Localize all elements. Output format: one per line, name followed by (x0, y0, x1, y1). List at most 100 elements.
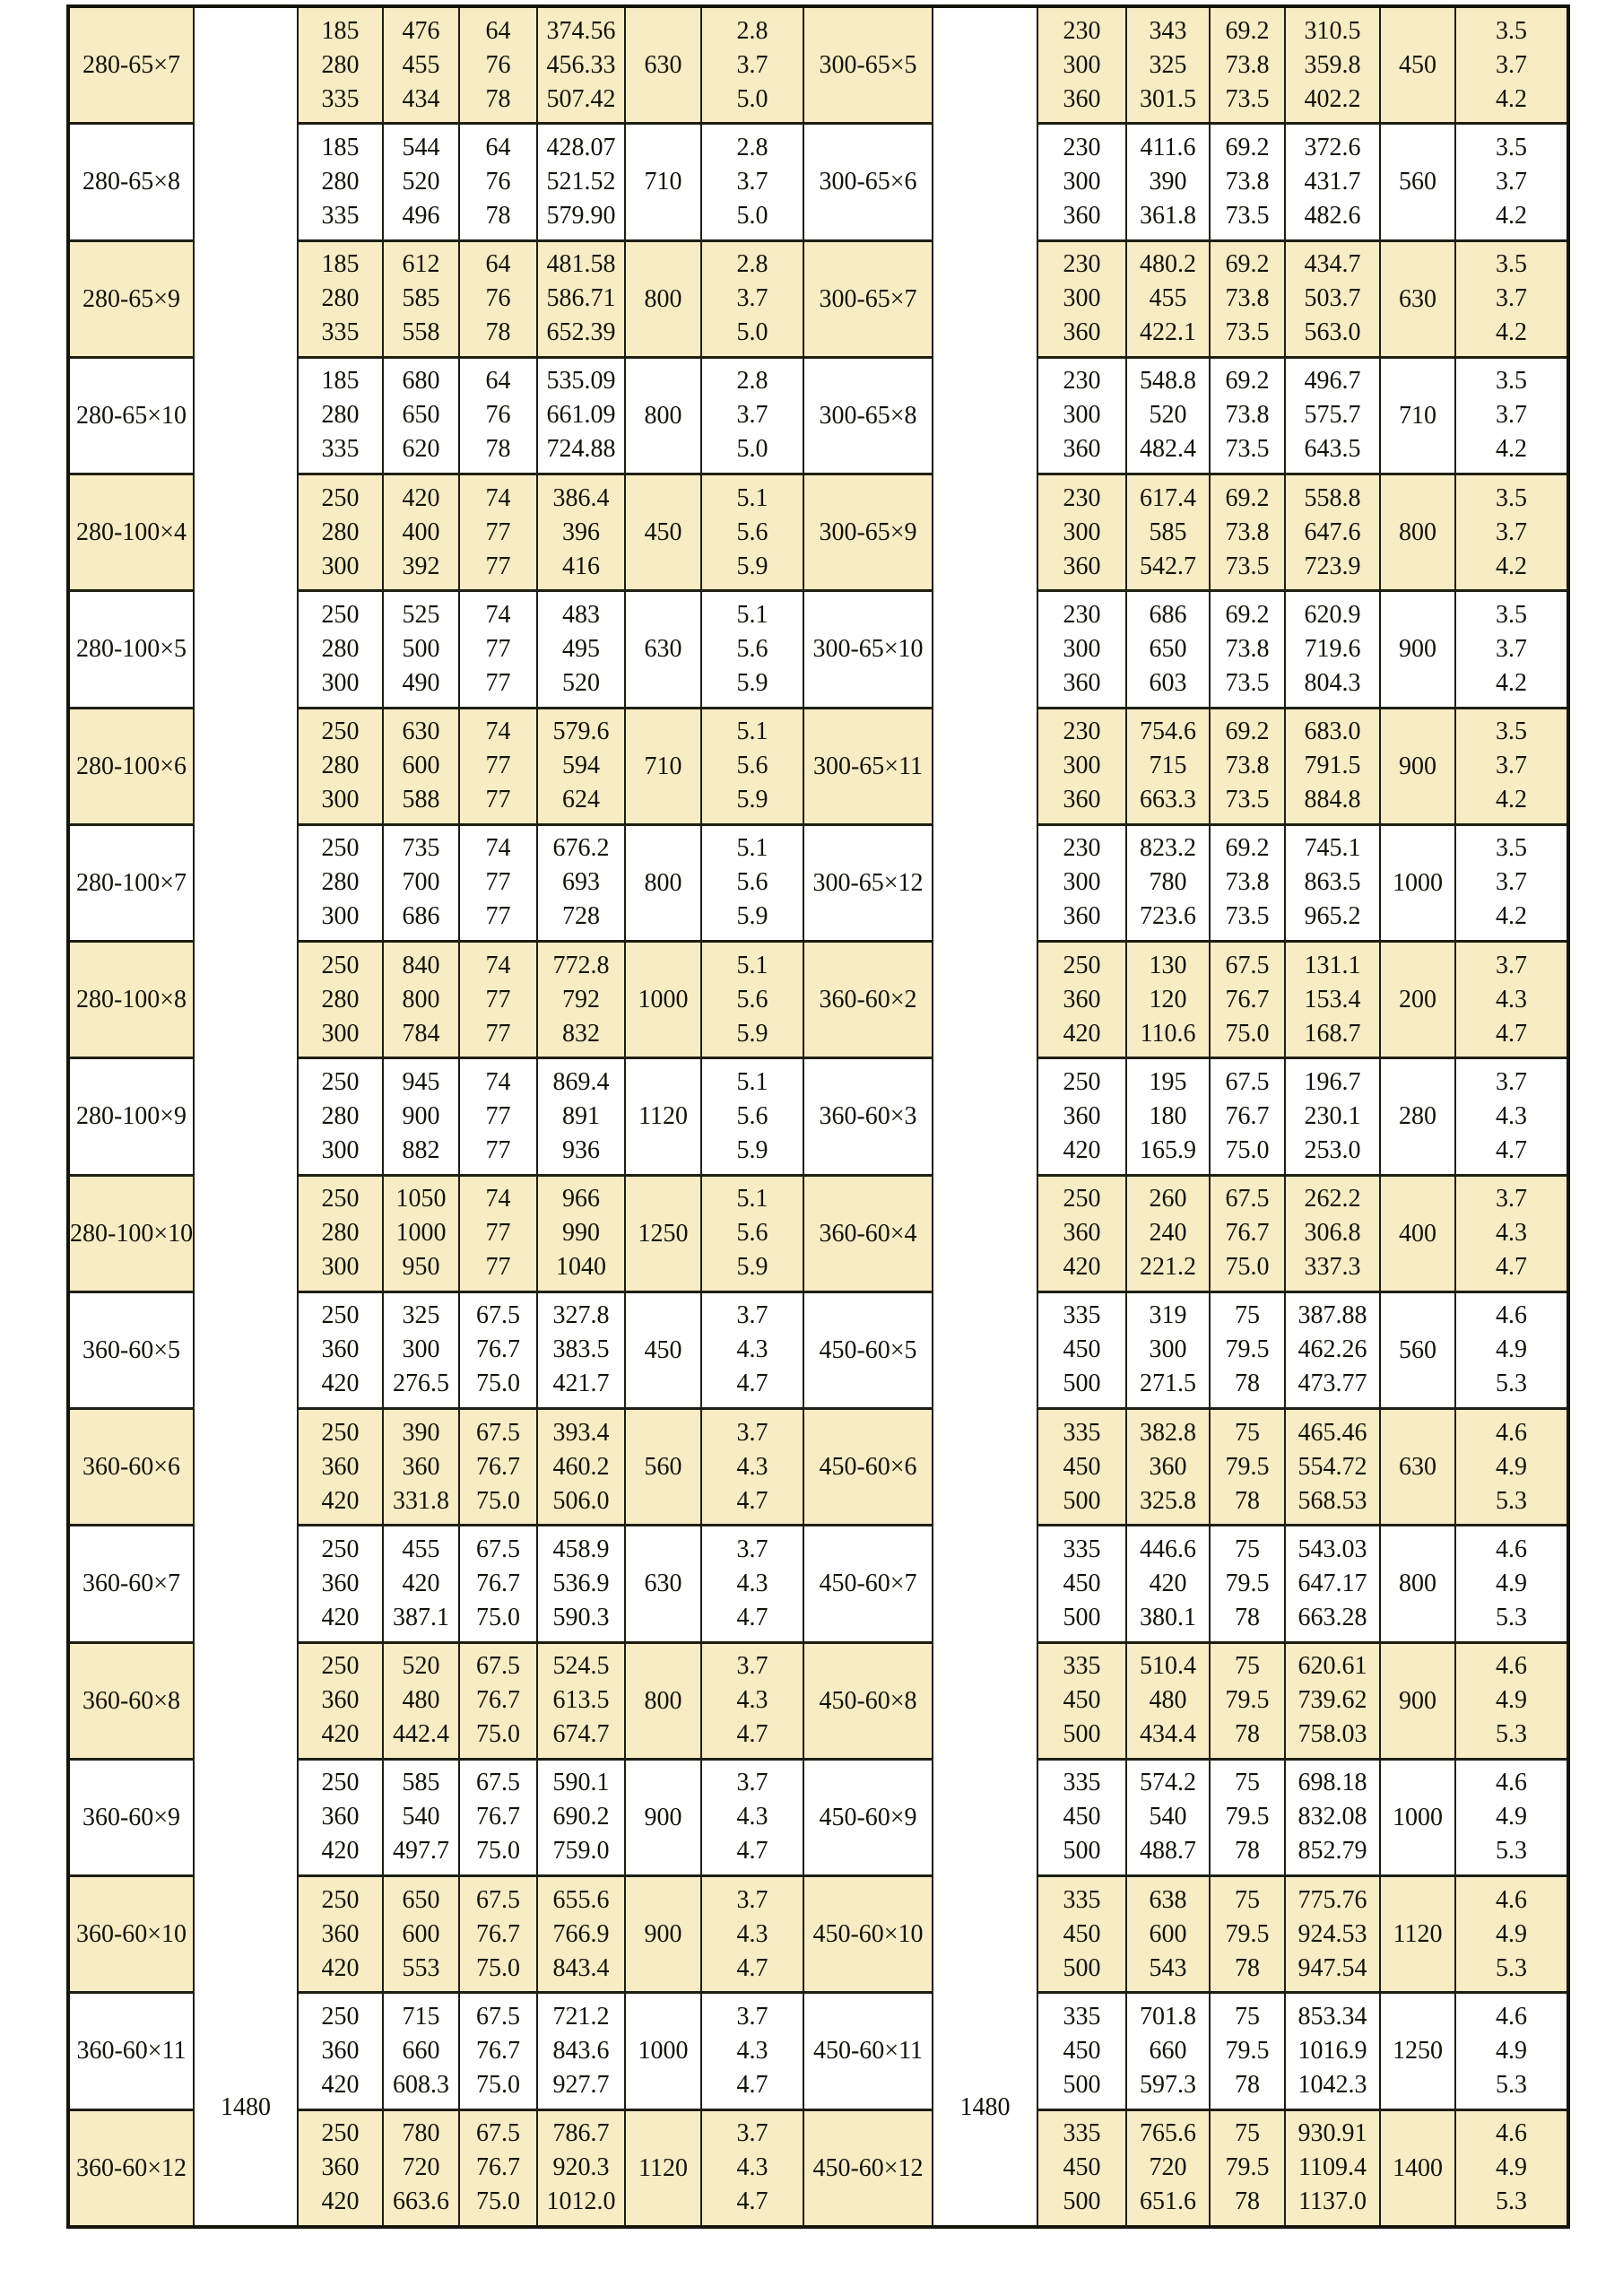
right-model-cell: 450-60×12 (803, 2108, 933, 2229)
left-speed-cell: 1480 (193, 6, 299, 2227)
left-npsh-cell: 5.1 5.6 5.9 (700, 473, 804, 593)
left-flow-cell: 250 280 300 (297, 822, 384, 944)
left-flow-cell: 250 280 300 (297, 1173, 384, 1293)
right-flow-cell: 230 300 360 (1037, 122, 1127, 242)
left-flow-cell: 250 360 420 (297, 1991, 384, 2111)
right-model-cell: 450-60×11 (803, 1991, 933, 2111)
left-model-cell: 280-100×9 (67, 1057, 195, 1177)
left-head-cell: 520 480 442.4 (382, 1640, 460, 1761)
left-model-cell: 360-60×8 (67, 1640, 195, 1761)
right-head-cell: 130 120 110.6 (1125, 940, 1211, 1060)
right-head-cell: 343 325 301.5 (1125, 4, 1211, 126)
right-efficiency-cell: 69.2 73.8 73.5 (1209, 706, 1286, 826)
left-efficiency-cell: 67.5 76.7 75.0 (458, 1407, 538, 1527)
right-efficiency-cell: 75 79.5 78 (1209, 1524, 1286, 1644)
right-shaft-power-cell: 465.46 554.72 568.53 (1284, 1407, 1381, 1527)
left-npsh-cell: 2.8 3.7 5.0 (700, 4, 804, 126)
left-npsh-cell: 3.7 4.3 4.7 (700, 1991, 804, 2111)
left-head-cell: 780 720 663.6 (382, 2108, 460, 2229)
table-row: 280-65×9 185 280 335 612 585 558 64 76 78 48… (67, 239, 1569, 359)
table-row: 360-60×8 250 360 420 520 480 442.4 67.5 76.… (67, 1640, 1569, 1761)
right-head-cell: 765.6 720 651.6 (1125, 2108, 1211, 2229)
right-motor-power-cell: 800 (1379, 1524, 1456, 1644)
right-efficiency-cell: 75 79.5 78 (1209, 1290, 1286, 1411)
right-npsh-cell: 4.6 4.9 5.3 (1454, 1991, 1569, 2111)
right-shaft-power-cell: 543.03 647.17 663.28 (1284, 1524, 1381, 1644)
left-head-cell: 1050 1000 950 (382, 1173, 460, 1293)
left-npsh-cell: 2.8 3.7 5.0 (700, 355, 804, 476)
left-model-cell: 280-100×8 (67, 940, 195, 1060)
right-efficiency-cell: 75 79.5 78 (1209, 1640, 1286, 1761)
left-flow-cell: 250 280 300 (297, 1057, 384, 1177)
left-motor-power-cell: 800 (624, 355, 702, 476)
right-head-cell: 260 240 221.2 (1125, 1173, 1211, 1293)
left-motor-power-cell: 630 (624, 4, 702, 126)
right-efficiency-cell: 67.5 76.7 75.0 (1209, 1057, 1286, 1177)
right-motor-power-cell: 280 (1379, 1057, 1456, 1177)
left-model-cell: 280-100×10 (67, 1173, 195, 1293)
right-motor-power-cell: 450 (1379, 4, 1456, 126)
right-model-cell: 300-65×5 (803, 4, 933, 126)
right-motor-power-cell: 710 (1379, 355, 1456, 476)
right-head-cell: 686 650 603 (1125, 589, 1211, 709)
left-efficiency-cell: 67.5 76.7 75.0 (458, 1757, 538, 1878)
right-flow-cell: 230 300 360 (1037, 355, 1127, 476)
right-shaft-power-cell: 434.7 503.7 563.0 (1284, 239, 1381, 359)
right-npsh-cell: 3.7 4.3 4.7 (1454, 940, 1569, 1060)
left-head-cell: 680 650 620 (382, 355, 460, 476)
left-motor-power-cell: 1250 (624, 1173, 702, 1293)
right-npsh-cell: 3.5 3.7 4.2 (1454, 473, 1569, 593)
right-shaft-power-cell: 683.0 791.5 884.8 (1284, 706, 1381, 826)
right-flow-cell: 335 450 500 (1037, 1874, 1127, 1995)
left-shaft-power-cell: 524.5 613.5 674.7 (536, 1640, 626, 1761)
right-flow-cell: 250 360 420 (1037, 1057, 1127, 1177)
left-motor-power-cell: 450 (624, 1290, 702, 1411)
table-row: 360-60×10 250 360 420 650 600 553 67.5 76.7… (67, 1874, 1569, 1995)
left-npsh-cell: 3.7 4.3 4.7 (700, 1524, 804, 1644)
table-row: 360-60×12 250 360 420 780 720 663.6 67.5 76… (67, 2108, 1569, 2229)
right-npsh-cell: 4.6 4.9 5.3 (1454, 1407, 1569, 1527)
right-head-cell: 446.6 420 380.1 (1125, 1524, 1211, 1644)
left-flow-cell: 185 280 335 (297, 122, 384, 242)
left-shaft-power-cell: 393.4 460.2 506.0 (536, 1407, 626, 1527)
right-motor-power-cell: 630 (1379, 1407, 1456, 1527)
left-flow-cell: 185 280 335 (297, 355, 384, 476)
table-body: 280-65×7 1480 185 280 335 476 455 434 64 76 … (67, 4, 1569, 2229)
left-npsh-cell: 3.7 4.3 4.7 (700, 1757, 804, 1878)
left-head-cell: 390 360 331.8 (382, 1407, 460, 1527)
right-flow-cell: 335 450 500 (1037, 1991, 1127, 2111)
right-flow-cell: 335 450 500 (1037, 2108, 1127, 2229)
right-efficiency-cell: 69.2 73.8 73.5 (1209, 4, 1286, 126)
left-flow-cell: 250 360 420 (297, 1640, 384, 1761)
left-model-cell: 360-60×6 (67, 1407, 195, 1527)
right-efficiency-cell: 69.2 73.8 73.5 (1209, 589, 1286, 709)
left-shaft-power-cell: 483 495 520 (536, 589, 626, 709)
left-flow-cell: 250 280 300 (297, 589, 384, 709)
table-row: 280-100×5 250 280 300 525 500 490 74 77 77 4… (67, 589, 1569, 709)
left-head-cell: 735 700 686 (382, 822, 460, 944)
left-model-cell: 280-100×4 (67, 473, 195, 593)
right-flow-cell: 230 300 360 (1037, 706, 1127, 826)
left-flow-cell: 250 360 420 (297, 1407, 384, 1527)
left-flow-cell: 250 360 420 (297, 1524, 384, 1644)
left-npsh-cell: 2.8 3.7 5.0 (700, 239, 804, 359)
right-shaft-power-cell: 558.8 647.6 723.9 (1284, 473, 1381, 593)
left-model-cell: 360-60×12 (67, 2108, 195, 2229)
right-flow-cell: 335 450 500 (1037, 1290, 1127, 1411)
right-efficiency-cell: 69.2 73.8 73.5 (1209, 122, 1286, 242)
right-speed-value: 1480 (959, 2093, 1011, 2121)
left-motor-power-cell: 710 (624, 122, 702, 242)
right-model-cell: 300-65×9 (803, 473, 933, 593)
left-motor-power-cell: 1000 (624, 940, 702, 1060)
left-efficiency-cell: 64 76 78 (458, 355, 538, 476)
right-shaft-power-cell: 310.5 359.8 402.2 (1284, 4, 1381, 126)
left-efficiency-cell: 64 76 78 (458, 122, 538, 242)
left-head-cell: 585 540 497.7 (382, 1757, 460, 1878)
right-npsh-cell: 3.7 4.3 4.7 (1454, 1173, 1569, 1293)
table-row: 360-60×7 250 360 420 455 420 387.1 67.5 76.… (67, 1524, 1569, 1644)
left-efficiency-cell: 67.5 76.7 75.0 (458, 2108, 538, 2229)
right-motor-power-cell: 1120 (1379, 1874, 1456, 1995)
table-row: 360-60×11 250 360 420 715 660 608.3 67.5 76… (67, 1991, 1569, 2111)
right-efficiency-cell: 67.5 76.7 75.0 (1209, 1173, 1286, 1293)
right-shaft-power-cell: 698.18 832.08 852.79 (1284, 1757, 1381, 1878)
